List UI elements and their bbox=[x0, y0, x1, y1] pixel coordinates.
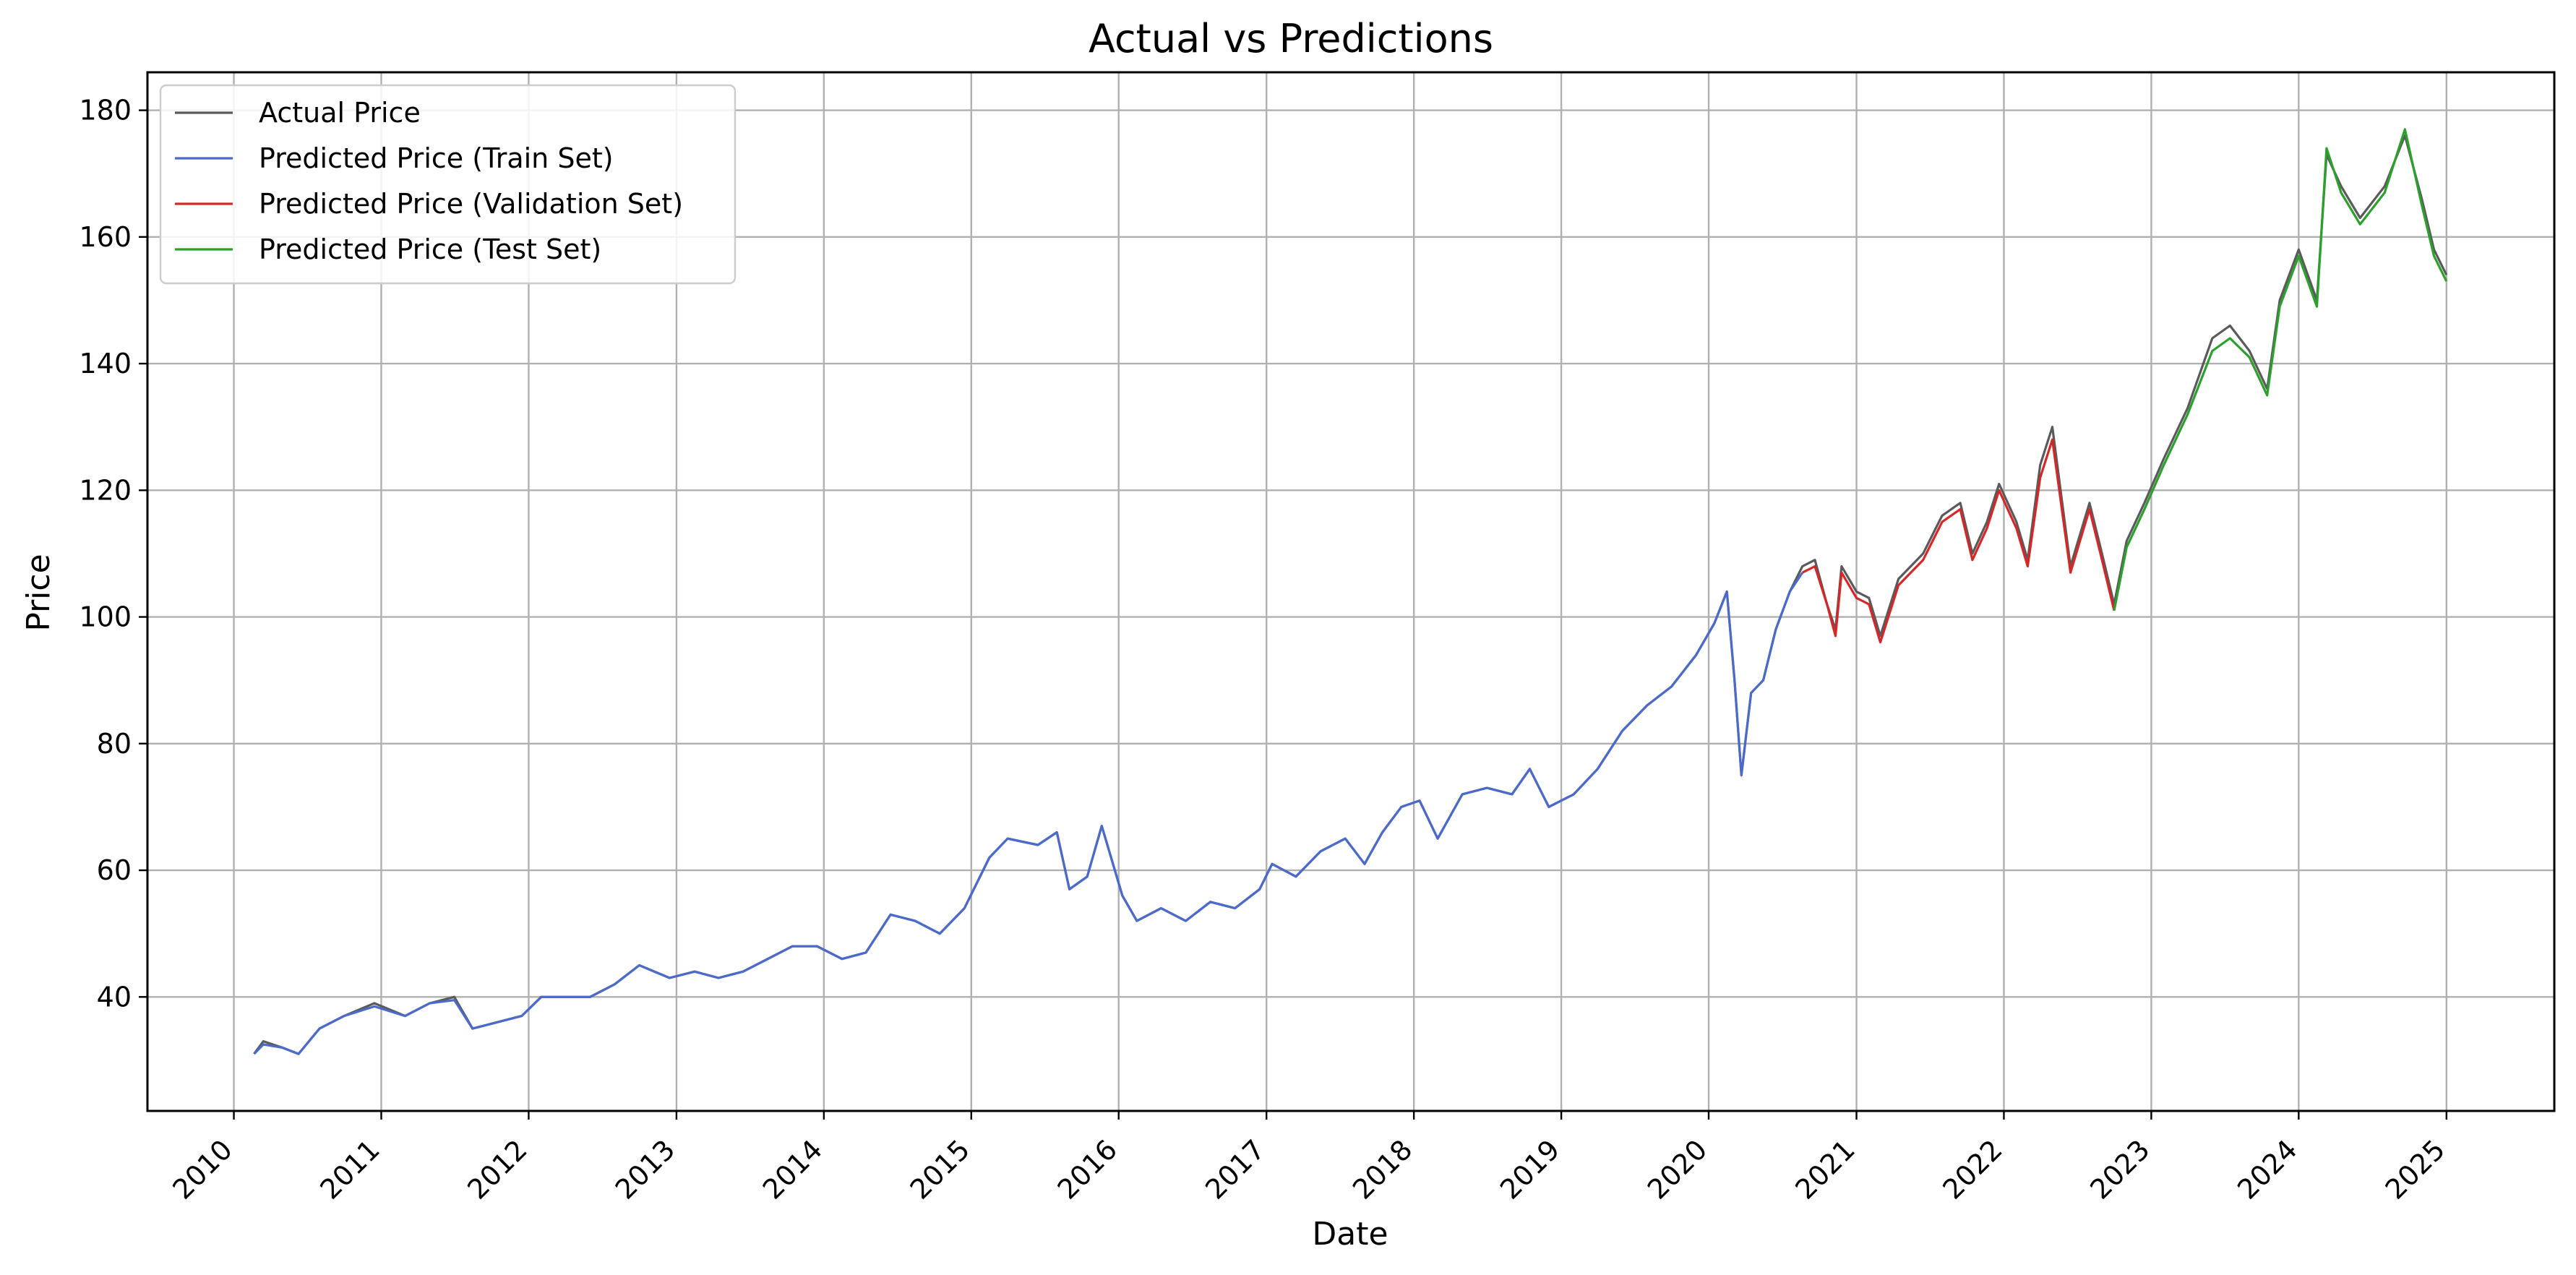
y-tick-label: 40 bbox=[97, 981, 132, 1013]
series-line-2 bbox=[1801, 438, 2116, 644]
legend-box bbox=[159, 84, 737, 285]
series-line-3 bbox=[2113, 128, 2448, 611]
y-tick-label: 100 bbox=[79, 601, 132, 633]
chart-title: Actual vs Predictions bbox=[1089, 16, 1493, 61]
series-line-1 bbox=[253, 572, 1804, 1055]
plot-frame bbox=[146, 71, 2556, 1112]
legend-label: Predicted Price (Validation Set) bbox=[259, 188, 683, 220]
plot-lines bbox=[253, 128, 2448, 1055]
y-tick-label: 160 bbox=[79, 221, 132, 253]
y-tick-label: 180 bbox=[79, 95, 132, 126]
y-tick-label: 60 bbox=[97, 854, 132, 886]
y-tick-label: 80 bbox=[97, 728, 132, 760]
legend-label: Predicted Price (Test Set) bbox=[259, 233, 601, 265]
y-tick-label: 140 bbox=[79, 348, 132, 379]
legend-label: Predicted Price (Train Set) bbox=[259, 142, 614, 174]
y-tick-label: 120 bbox=[79, 474, 132, 506]
x-axis-title: Date bbox=[1312, 1216, 1388, 1253]
legend: Actual Price Predicted Price (Train Set) P… bbox=[159, 84, 737, 285]
y-axis-title: Price bbox=[20, 554, 57, 631]
legend-label: Actual Price bbox=[259, 97, 421, 129]
